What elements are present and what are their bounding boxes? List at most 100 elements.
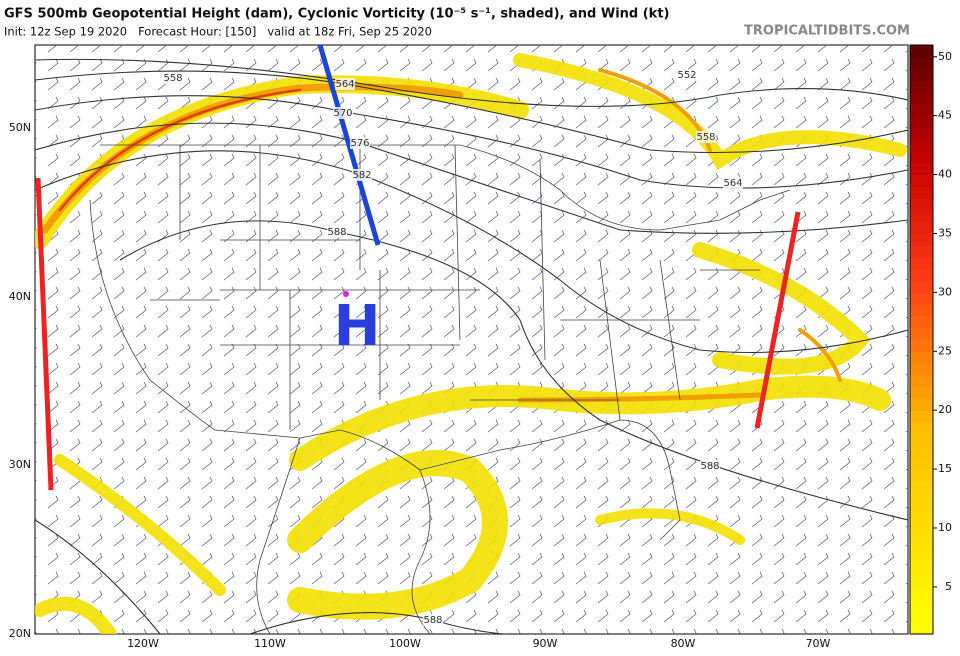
latitude-label: 20N [9, 627, 31, 640]
contour-label: 588 [423, 615, 442, 626]
colorbar-segment [910, 198, 933, 211]
high-center [343, 291, 349, 297]
contour-label-bg [163, 72, 183, 84]
map-body: H [35, 45, 908, 634]
colorbar-segment [910, 622, 933, 635]
boundaries [89, 144, 791, 634]
colorbar-segment [910, 575, 933, 588]
colorbar-tick-label: 45 [938, 109, 952, 122]
source: TROPICALTIDBITS.COM [744, 24, 910, 39]
contour-label-bg [350, 137, 370, 149]
colorbar-segment [910, 551, 933, 564]
colorbar-segment [910, 80, 933, 93]
contour-label: 570 [333, 108, 352, 119]
colorbar-segment [910, 186, 933, 199]
latitude-label: 50N [9, 121, 31, 134]
colorbar-segment [910, 516, 933, 529]
contour-label-bg [423, 614, 443, 626]
title: GFS 500mb Geopotential Height (dam), Cyc… [4, 7, 670, 22]
colorbar-tick-label: 40 [938, 168, 952, 181]
colorbar-segment [910, 457, 933, 470]
colorbar-segment [910, 280, 933, 293]
colorbar-segment [910, 139, 933, 152]
contour-label-bg [335, 78, 355, 90]
colorbar-segment [910, 421, 933, 435]
colorbar-segment [910, 292, 933, 305]
colorbar-tick-label: 10 [938, 521, 952, 534]
colorbar-segment [910, 56, 933, 70]
red-axis-line [35, 177, 54, 491]
colorbar-segment [910, 174, 933, 187]
colorbar-segment [910, 339, 933, 352]
colorbar-segment [910, 115, 933, 128]
contour-label-bg [696, 131, 716, 143]
latitude-label: 30N [9, 458, 31, 471]
colorbar-segment [910, 374, 933, 388]
longitude-label: 70W [806, 637, 831, 650]
latitude-label: 40N [9, 290, 31, 303]
contour-label-bg [677, 69, 697, 81]
colorbar-segment [910, 598, 933, 611]
colorbar-segment [910, 268, 933, 282]
colorbar-tick-label: 20 [938, 403, 952, 416]
contour-label: 564 [335, 79, 354, 90]
blue-axis-line [317, 45, 381, 246]
contour-label: 588 [700, 461, 719, 472]
colorbar-segment [910, 610, 933, 623]
colorbar-segment [910, 151, 933, 164]
colorbar-tick-label: 15 [938, 462, 952, 475]
colorbar-tick-label: 25 [938, 344, 952, 357]
contour-label-bg [352, 169, 372, 181]
contour-label: 558 [163, 73, 182, 84]
contour-label: 588 [327, 227, 346, 238]
colorbar-tick-label: 35 [938, 226, 952, 239]
contour-label-bg [700, 460, 720, 472]
colorbar-segment [910, 469, 933, 482]
colorbar-segment [910, 539, 933, 553]
colorbar-tick-label: 30 [938, 285, 952, 298]
colorbar-segment [910, 103, 933, 117]
colorbar-segment [910, 245, 933, 258]
colorbar-segment [910, 351, 933, 364]
colorbar-segment [910, 257, 933, 270]
longitude-label: 80W [671, 637, 696, 650]
contour-label-bg [333, 107, 353, 119]
contour-label: 582 [352, 170, 371, 181]
colorbar-tick-label: 50 [938, 50, 952, 63]
contour-label-bg [327, 226, 347, 238]
colorbar-segment [910, 433, 933, 447]
contour-label: 576 [350, 138, 369, 149]
colorbar-segment [910, 162, 933, 176]
colorbar-segment [910, 92, 933, 105]
colorbar-segment [910, 504, 933, 517]
longitude-label: 120W [127, 637, 159, 650]
colorbar-segment [910, 563, 933, 576]
colorbar-segment [910, 445, 933, 458]
colorbar-segment [910, 398, 933, 411]
colorbar-segment [910, 327, 933, 340]
colorbar-segment [910, 386, 933, 399]
colorbar-segment [910, 127, 933, 140]
colorbar-segment [910, 304, 933, 317]
subtitle: Init: 12z Sep 19 2020 Forecast Hour: [15… [4, 25, 432, 39]
colorbar-segment [910, 45, 933, 58]
colorbar-frame [909, 44, 934, 635]
red-axis-line [754, 211, 801, 429]
colorbar-segment [910, 586, 933, 600]
contour-label-bg [723, 177, 743, 189]
colorbar-segment [910, 68, 933, 81]
contour-label: 564 [723, 178, 742, 189]
longitude-label: 90W [533, 637, 558, 650]
colorbar-segment [910, 233, 933, 246]
high-label: H [334, 294, 381, 359]
colorbar-segment [910, 363, 933, 376]
colorbar-segment [910, 209, 933, 223]
colorbar-segment [910, 221, 933, 234]
longitude-label: 100W [389, 637, 421, 650]
colorbar-segment [910, 527, 933, 541]
contour-label: 552 [677, 70, 696, 81]
contour-label: 558 [696, 132, 715, 143]
longitude-label: 110W [254, 637, 286, 650]
colorbar-segment [910, 410, 933, 423]
